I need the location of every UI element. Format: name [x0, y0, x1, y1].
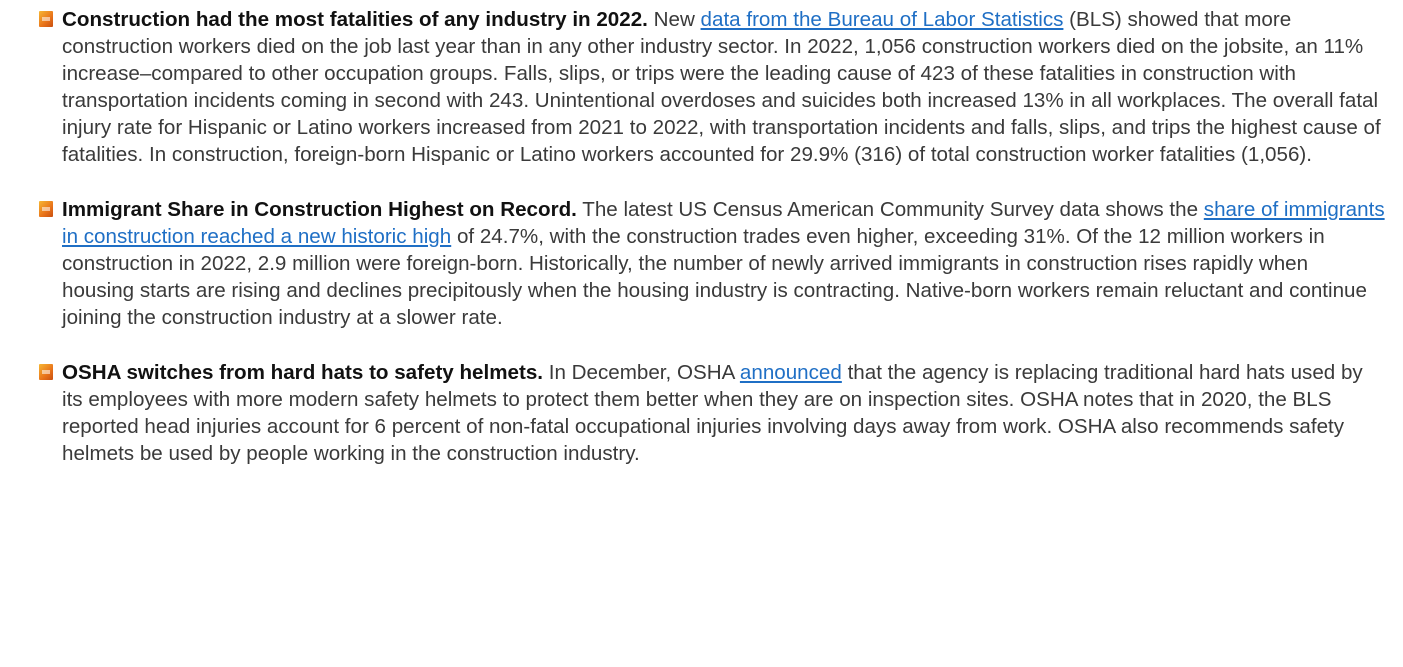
bullet-item: OSHA switches from hard hats to safety h…	[0, 359, 1403, 467]
body-text: New	[647, 8, 701, 31]
bullet-icon	[39, 364, 53, 380]
body-text: In December, OSHA	[543, 361, 740, 384]
body-text: The latest US Census American Community …	[576, 198, 1204, 221]
body-text: that the agency is replacing traditional…	[62, 361, 1363, 465]
item-heading: OSHA switches from hard hats to safety h…	[62, 361, 544, 384]
bullet-icon	[39, 11, 53, 27]
link[interactable]: data from the Bureau of Labor Statistics	[700, 8, 1064, 31]
bullet-item: Immigrant Share in Construction Highest …	[0, 196, 1403, 331]
bullet-item: Construction had the most fatalities of …	[0, 6, 1403, 168]
bullet-icon	[39, 201, 53, 217]
item-heading: Immigrant Share in Construction Highest …	[62, 198, 577, 221]
body-text: (BLS) showed that more construction work…	[62, 8, 1381, 166]
link[interactable]: announced	[739, 361, 842, 384]
item-heading: Construction had the most fatalities of …	[62, 8, 648, 31]
body-text: of 24.7%, with the construction trades e…	[62, 225, 1367, 329]
link[interactable]: share of immigrants in construction reac…	[62, 198, 1385, 248]
document: Construction had the most fatalities of …	[0, 6, 1403, 495]
